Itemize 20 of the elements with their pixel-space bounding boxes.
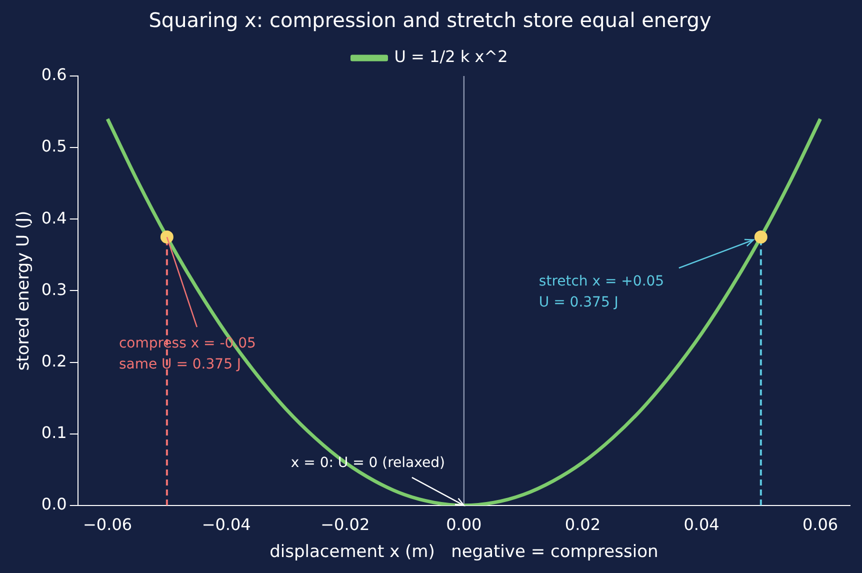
x-tick-label: −0.04	[202, 515, 251, 534]
y-tick-label: 0.1	[41, 422, 67, 442]
x-tick-label: −0.06	[83, 515, 132, 534]
y-axis-title: stored energy U (J)	[14, 210, 34, 371]
legend-label: U = 1/2 k x^2	[394, 47, 508, 66]
x-tick-label: 0.00	[446, 515, 482, 534]
y-tick-label: 0.4	[41, 208, 67, 228]
y-tick-label: 0.3	[41, 280, 67, 299]
x-tick-label: 0.06	[802, 515, 838, 534]
x-axis-title: displacement x (m) negative = compression	[270, 542, 658, 562]
y-tick-label: 0.5	[41, 136, 67, 156]
x-tick-label: 0.02	[564, 515, 601, 534]
y-tick-label: 0.2	[41, 351, 67, 370]
chart-title: Squaring x: compression and stretch store equal energy	[148, 8, 712, 32]
x-tick-label: −0.02	[320, 515, 370, 534]
y-tick-label: 0.6	[41, 65, 67, 84]
line-series	[106, 117, 822, 506]
annotation: stretch x = +0.05 U = 0.375 J	[538, 274, 664, 311]
y-tick-label: 0.0	[41, 494, 67, 514]
x-tick-label: 0.04	[684, 515, 720, 534]
